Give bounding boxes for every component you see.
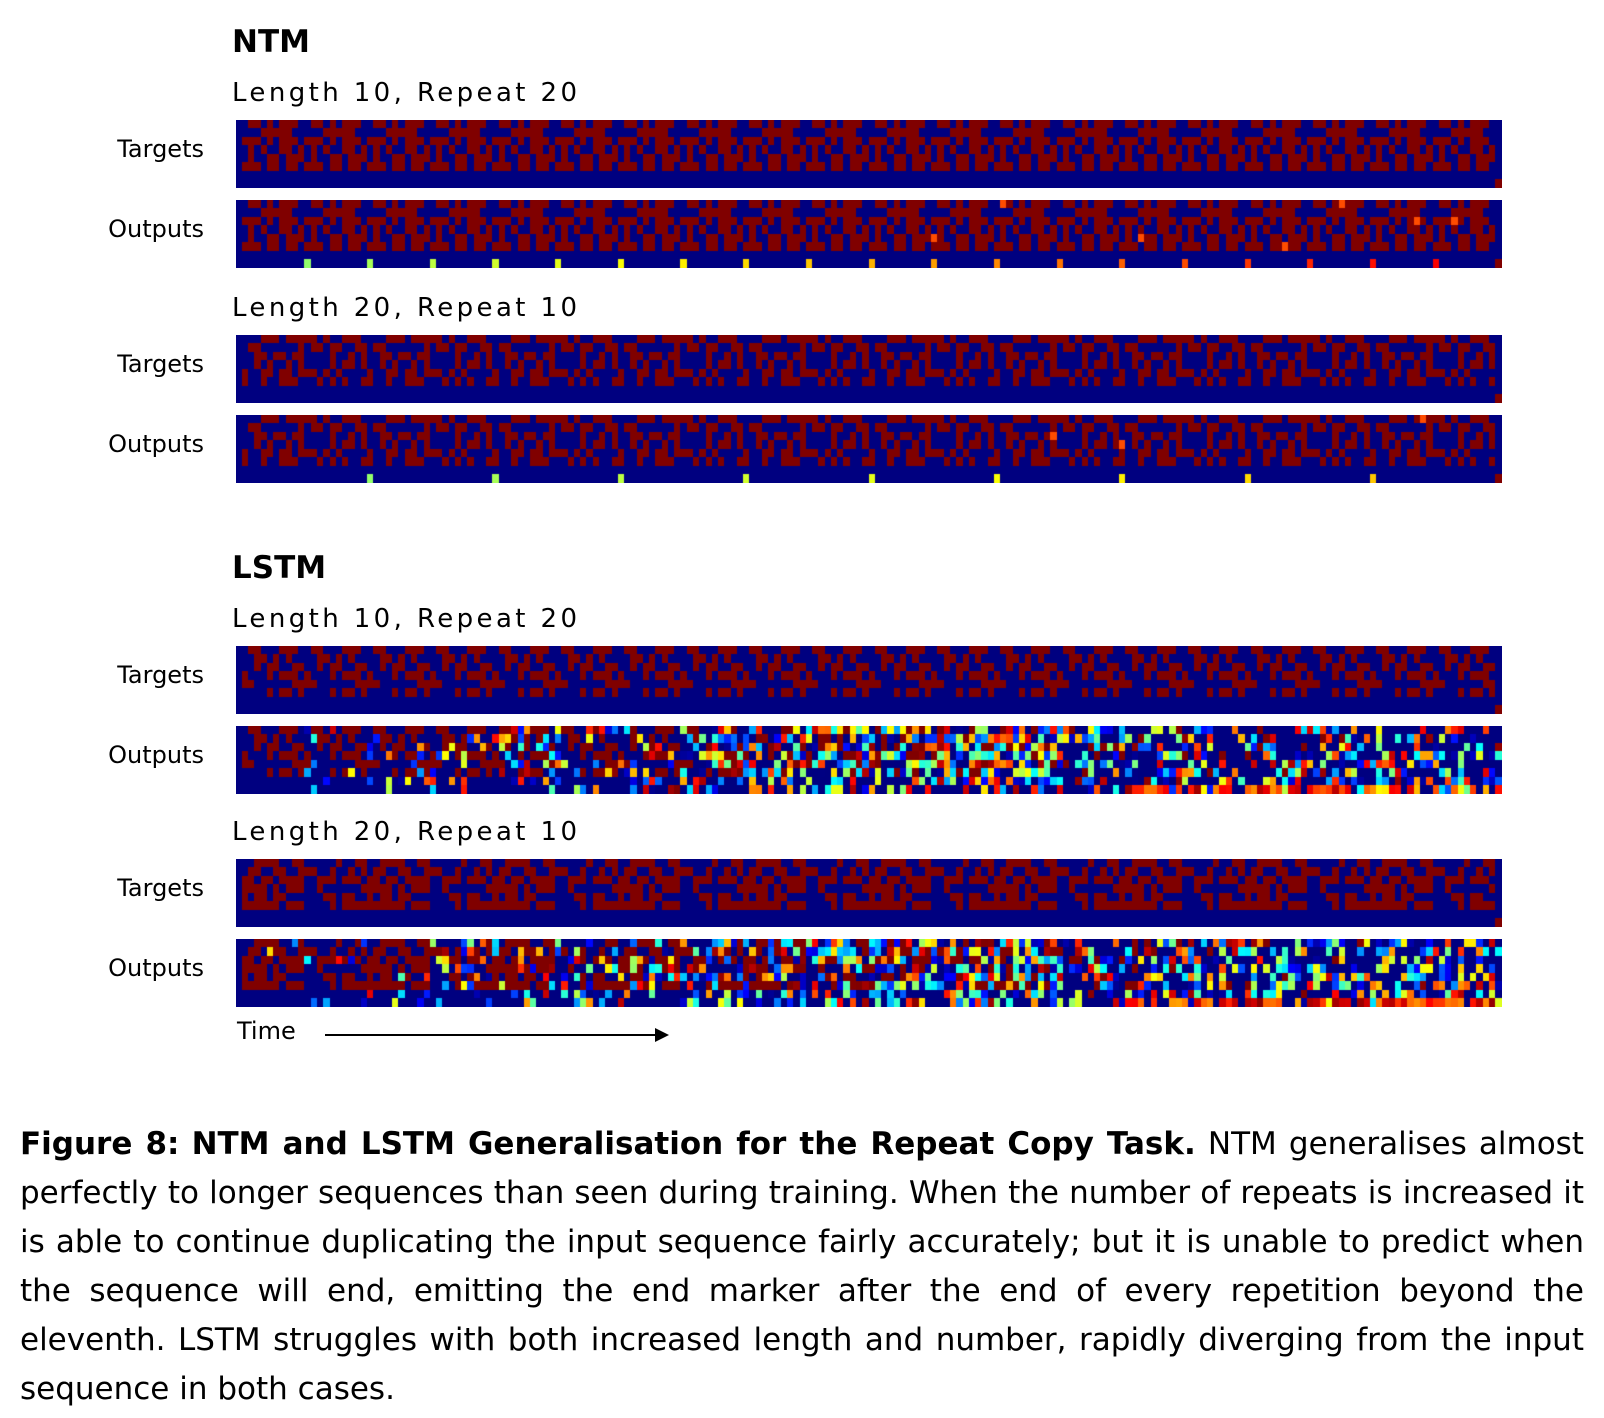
caption-title: NTM and LSTM Generalisation for the Repe… xyxy=(191,1126,1196,1162)
row-label-outputs: Outputs xyxy=(108,430,204,458)
row-label-outputs: Outputs xyxy=(108,954,204,982)
row-label-targets: Targets xyxy=(117,135,204,163)
heatmap-targets xyxy=(236,335,1502,403)
time-label: Time xyxy=(237,1017,296,1045)
experiment-subtitle: Length 20, Repeat 10 xyxy=(232,293,581,323)
section-title-lstm: LSTM xyxy=(232,550,327,586)
heatmap-outputs xyxy=(236,939,1502,1007)
heatmap-targets xyxy=(236,646,1502,714)
heatmap-targets xyxy=(236,120,1502,188)
experiment-subtitle: Length 20, Repeat 10 xyxy=(232,817,581,847)
row-label-outputs: Outputs xyxy=(108,215,204,243)
time-arrow-icon xyxy=(325,1028,669,1042)
row-label-targets: Targets xyxy=(117,350,204,378)
figure: NTM Length 10, Repeat 20 Targets Outputs… xyxy=(108,24,1502,1045)
section-title-ntm: NTM xyxy=(232,24,310,60)
heatmap-outputs xyxy=(236,415,1502,483)
heatmap-outputs xyxy=(236,726,1502,794)
caption-label: Figure 8: xyxy=(20,1126,180,1162)
experiment-subtitle: Length 10, Repeat 20 xyxy=(232,78,581,108)
heatmap-outputs xyxy=(236,200,1502,268)
experiment-subtitle: Length 10, Repeat 20 xyxy=(232,604,581,634)
row-label-targets: Targets xyxy=(117,661,204,689)
row-label-outputs: Outputs xyxy=(108,741,204,769)
figure-caption: Figure 8: NTM and LSTM Generalisation fo… xyxy=(20,1120,1584,1414)
row-label-targets: Targets xyxy=(117,874,204,902)
heatmap-targets xyxy=(236,859,1502,927)
caption-text: NTM generalises almost perfectly to long… xyxy=(20,1126,1584,1407)
